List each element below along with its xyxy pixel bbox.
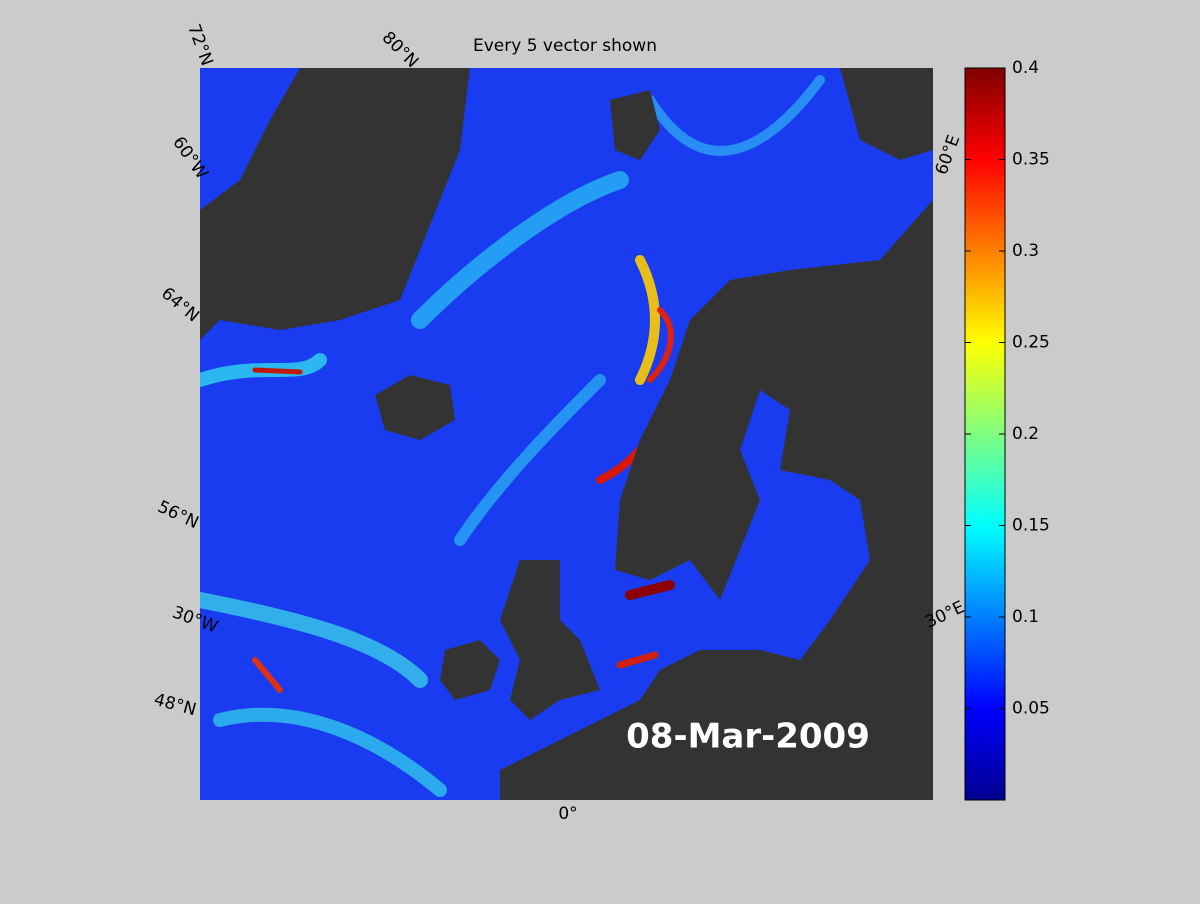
- current-streaks: [200, 75, 825, 797]
- date-annotation: 08-Mar-2009: [626, 717, 870, 757]
- colorbar-tick-label: 0.35: [1012, 150, 1050, 170]
- colorbar-tick-label: 0.3: [1012, 241, 1039, 261]
- graticule-label: 72°N: [183, 21, 216, 68]
- graticule-label: 56°N: [154, 497, 201, 533]
- graticule-label: 80°N: [378, 28, 422, 72]
- colorbar: [964, 67, 1006, 801]
- graticule-label: 60°E: [932, 132, 965, 177]
- graticule-label: 48°N: [152, 690, 199, 720]
- map: [200, 68, 933, 800]
- chart-title: Every 5 vector shown: [473, 36, 657, 56]
- land: [200, 68, 933, 800]
- colorbar-tick-label: 0.05: [1012, 699, 1050, 719]
- colorbar-tick-label: 0.1: [1012, 607, 1039, 627]
- graticule-label: 0°: [558, 804, 577, 824]
- colorbar-tick-label: 0.25: [1012, 333, 1050, 353]
- colorbar-tick-label: 0.15: [1012, 516, 1050, 536]
- colorbar-tick-label: 0.4: [1012, 58, 1039, 78]
- colorbar-tick-label: 0.2: [1012, 424, 1039, 444]
- graticule-label: 64°N: [157, 284, 203, 327]
